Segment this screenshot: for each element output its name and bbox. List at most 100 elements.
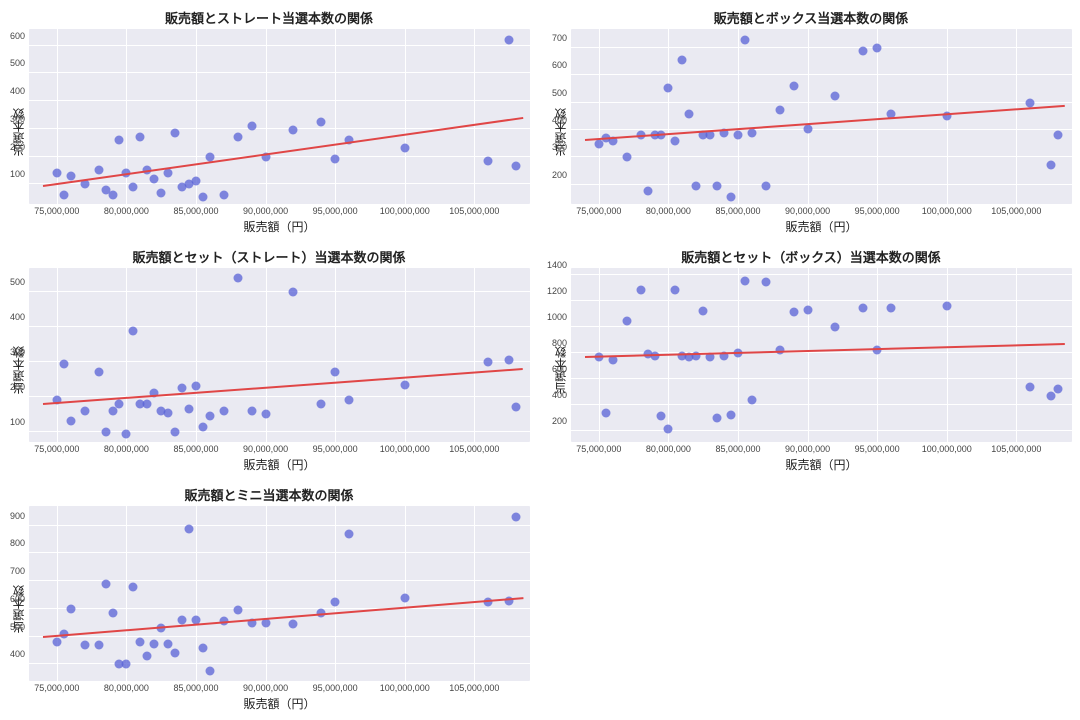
data-point: [261, 410, 270, 419]
y-tick: 1400: [547, 260, 571, 270]
data-point: [761, 277, 770, 286]
data-point: [164, 169, 173, 178]
y-tick: 100: [10, 417, 29, 427]
data-point: [164, 408, 173, 417]
data-point: [129, 183, 138, 192]
x-tick: 85,000,000: [715, 442, 760, 454]
chart-panel: 販売額とミニ当選本数の関係当選本数40050060070080090075,00…: [8, 485, 530, 712]
data-point: [108, 609, 117, 618]
y-tick: 200: [10, 142, 29, 152]
x-tick: 105,000,000: [449, 204, 499, 216]
chart-panel: 販売額とボックス当選本数の関係当選本数20030040050060070075,…: [550, 8, 1072, 235]
x-tick: 90,000,000: [243, 204, 288, 216]
data-point: [789, 82, 798, 91]
y-tick: 600: [10, 31, 29, 41]
y-tick: 400: [552, 115, 571, 125]
data-point: [1026, 382, 1035, 391]
data-point: [859, 46, 868, 55]
data-point: [622, 153, 631, 162]
x-tick: 105,000,000: [449, 681, 499, 693]
x-tick: 75,000,000: [34, 681, 79, 693]
data-point: [484, 357, 493, 366]
y-tick: 400: [552, 390, 571, 400]
data-point: [205, 412, 214, 421]
x-tick: 85,000,000: [173, 442, 218, 454]
data-point: [115, 399, 124, 408]
chart-title: 販売額とストレート当選本数の関係: [165, 8, 373, 27]
data-point: [678, 56, 687, 65]
data-point: [101, 579, 110, 588]
y-tick: 200: [10, 382, 29, 392]
data-point: [727, 411, 736, 420]
data-point: [233, 133, 242, 142]
data-point: [671, 285, 680, 294]
chart-panel: 販売額とストレート当選本数の関係当選本数10020030040050060075…: [8, 8, 530, 235]
data-point: [345, 530, 354, 539]
data-point: [101, 427, 110, 436]
chart-title: 販売額とセット（ストレート）当選本数の関係: [132, 247, 405, 266]
chart-panel: 販売額とセット（ストレート）当選本数の関係当選本数100200300400500…: [8, 247, 530, 474]
data-point: [887, 303, 896, 312]
data-point: [1054, 385, 1063, 394]
data-point: [185, 405, 194, 414]
data-point: [636, 285, 645, 294]
data-point: [692, 181, 701, 190]
plot-area: 20040060080010001200140075,000,00080,000…: [571, 268, 1072, 443]
data-point: [178, 384, 187, 393]
data-point: [59, 359, 68, 368]
x-tick: 95,000,000: [855, 442, 900, 454]
data-point: [66, 604, 75, 613]
data-point: [289, 288, 298, 297]
x-tick: 90,000,000: [785, 442, 830, 454]
data-point: [622, 316, 631, 325]
data-point: [1026, 98, 1035, 107]
x-tick: 105,000,000: [449, 442, 499, 454]
y-tick: 600: [552, 60, 571, 70]
data-point: [185, 524, 194, 533]
data-point: [108, 191, 117, 200]
plot-wrap: 当選本数20040060080010001200140075,000,00080…: [550, 268, 1072, 474]
data-point: [512, 403, 521, 412]
x-tick: 100,000,000: [380, 442, 430, 454]
data-point: [664, 83, 673, 92]
data-point: [685, 109, 694, 118]
y-tick: 100: [10, 169, 29, 179]
data-point: [157, 188, 166, 197]
x-tick: 80,000,000: [104, 681, 149, 693]
x-tick: 100,000,000: [380, 204, 430, 216]
data-point: [219, 406, 228, 415]
data-point: [108, 406, 117, 415]
y-tick: 300: [10, 347, 29, 357]
x-tick: 95,000,000: [855, 204, 900, 216]
y-tick: 400: [10, 312, 29, 322]
x-axis-label: 販売額（円）: [29, 695, 530, 712]
plot-area: 10020030040050075,000,00080,000,00085,00…: [29, 268, 530, 443]
data-point: [247, 122, 256, 131]
x-tick: 75,000,000: [34, 442, 79, 454]
data-point: [657, 411, 666, 420]
data-point: [143, 399, 152, 408]
x-tick: 105,000,000: [991, 204, 1041, 216]
data-point: [1047, 161, 1056, 170]
data-point: [136, 133, 145, 142]
data-point: [1054, 131, 1063, 140]
data-point: [289, 126, 298, 135]
data-point: [775, 105, 784, 114]
data-point: [713, 181, 722, 190]
y-tick: 300: [10, 114, 29, 124]
regression-line: [585, 105, 1065, 141]
data-point: [129, 326, 138, 335]
data-point: [129, 582, 138, 591]
data-point: [873, 44, 882, 53]
y-tick: 700: [10, 566, 29, 576]
data-point: [52, 638, 61, 647]
data-point: [198, 192, 207, 201]
data-point: [831, 323, 840, 332]
data-point: [331, 155, 340, 164]
data-point: [164, 639, 173, 648]
data-point: [233, 274, 242, 283]
data-point: [512, 162, 521, 171]
data-point: [505, 36, 514, 45]
chart-title: 販売額とセット（ボックス）当選本数の関係: [681, 247, 941, 266]
y-tick: 800: [552, 338, 571, 348]
